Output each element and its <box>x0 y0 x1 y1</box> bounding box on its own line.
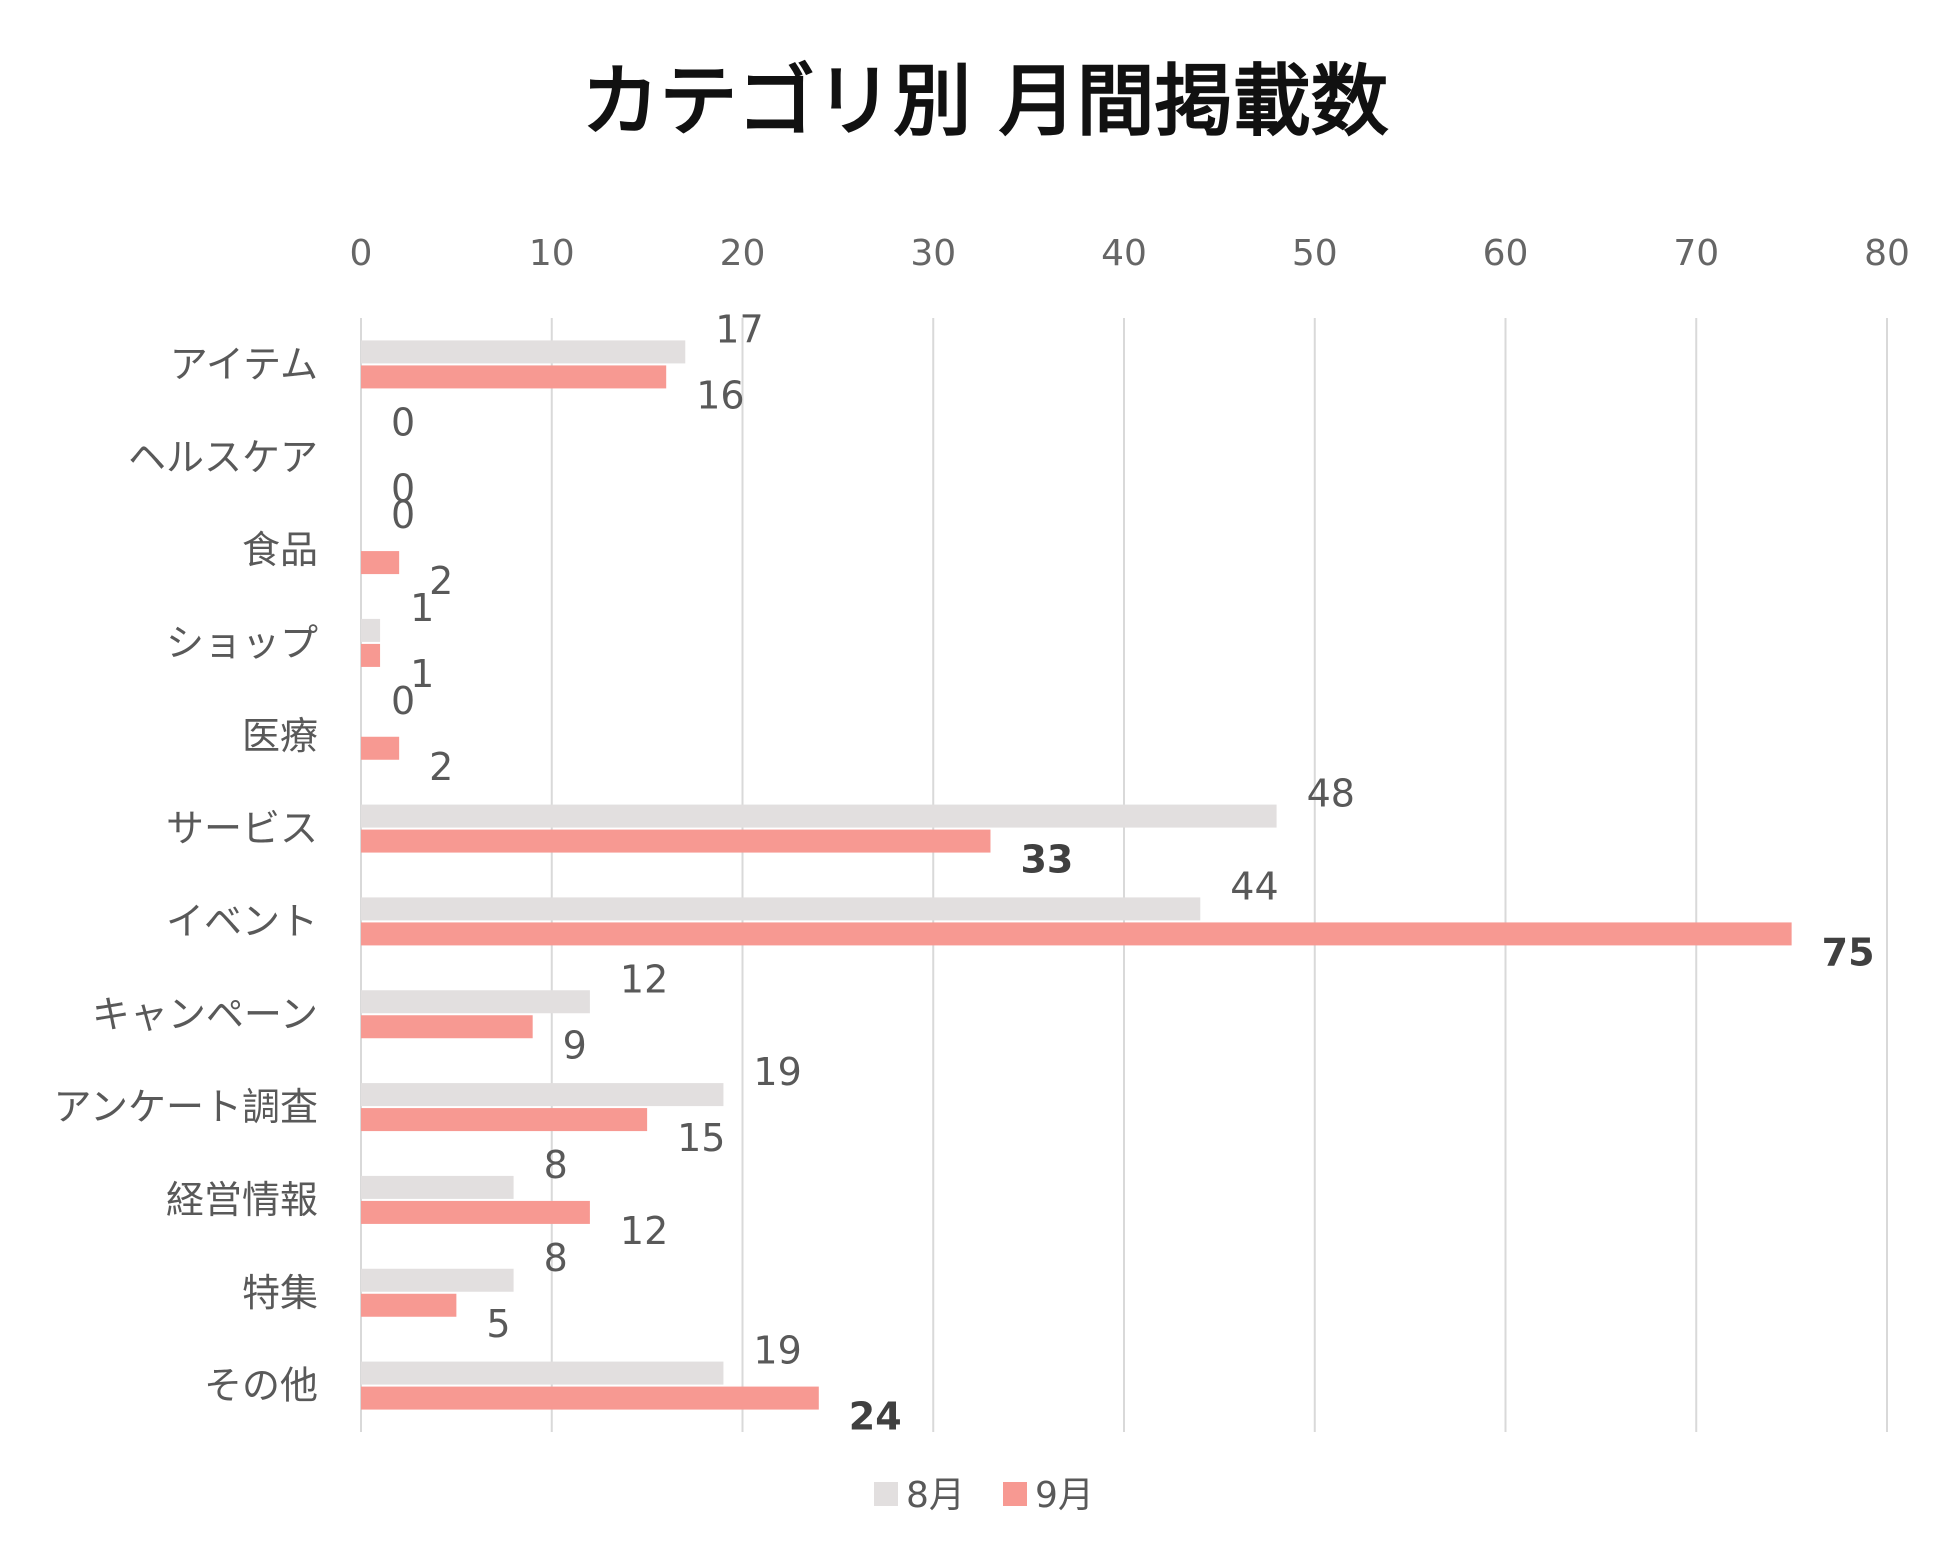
bar-sep <box>361 551 400 575</box>
grid-lines <box>360 318 1888 1432</box>
x-tick-label: 30 <box>910 233 956 274</box>
data-label-sep: 0 <box>391 466 415 510</box>
data-label-aug: 0 <box>391 400 415 444</box>
x-tick-label: 40 <box>1101 233 1147 274</box>
data-label-sep: 16 <box>696 373 744 417</box>
data-label-aug: 44 <box>1230 864 1278 908</box>
x-tick-label: 50 <box>1292 233 1338 274</box>
data-label-sep: 2 <box>429 745 453 789</box>
bar-sep <box>361 365 667 389</box>
bar-aug <box>361 1083 724 1107</box>
category-label: 医療 <box>242 714 318 758</box>
bar-sep <box>361 829 991 853</box>
x-axis-ticks: 0 10 20 30 40 50 60 70 80 <box>350 233 1910 274</box>
bar-aug <box>361 804 1277 828</box>
bar-sep <box>361 1293 457 1317</box>
data-label-sep: 1 <box>410 652 434 696</box>
data-label-aug: 48 <box>1307 772 1355 816</box>
data-label-aug: 8 <box>544 1143 568 1187</box>
data-label-aug: 12 <box>620 957 668 1001</box>
category-label: アイテム <box>170 342 318 386</box>
data-label-sep: 24 <box>849 1395 902 1439</box>
data-label-sep: 15 <box>677 1116 725 1160</box>
data-label-sep: 33 <box>1020 838 1073 882</box>
data-label-sep: 2 <box>429 559 453 603</box>
category-label: ヘルスケア <box>128 435 318 479</box>
x-tick-label: 80 <box>1864 233 1910 274</box>
legend: 8月 9月 <box>874 1475 1094 1516</box>
data-label-aug: 19 <box>753 1329 801 1373</box>
bar-aug <box>361 618 381 642</box>
x-tick-label: 20 <box>720 233 766 274</box>
bar-sep <box>361 1015 533 1039</box>
data-label-aug: 17 <box>715 307 763 351</box>
bar-sep <box>361 1200 590 1224</box>
bar-aug <box>361 340 686 364</box>
category-label: ショップ <box>166 621 318 665</box>
data-label-sep: 5 <box>486 1302 510 1346</box>
data-label-sep: 12 <box>620 1209 668 1253</box>
data-label-aug: 1 <box>410 586 434 630</box>
data-label-aug: 8 <box>544 1236 568 1280</box>
x-tick-label: 60 <box>1483 233 1529 274</box>
bar-sep <box>361 1108 648 1132</box>
category-label: イベント <box>166 899 318 943</box>
category-label: サービス <box>166 807 318 851</box>
category-label: 食品 <box>242 528 318 572</box>
bar-aug <box>361 1268 514 1292</box>
x-tick-label: 0 <box>350 233 373 274</box>
category-label: キャンペーン <box>92 992 318 1036</box>
legend-label-sep: 9月 <box>1035 1475 1094 1516</box>
bars <box>361 340 1792 1410</box>
category-label: その他 <box>204 1364 318 1408</box>
bar-sep <box>361 643 381 667</box>
category-label: 経営情報 <box>166 1178 318 1222</box>
category-labels: アイテムヘルスケア食品ショップ医療サービスイベントキャンペーンアンケート調査経営… <box>54 342 318 1407</box>
legend-swatch-sep <box>1003 1482 1027 1506</box>
chart-title: カテゴリ別 月間掲載数 <box>581 57 1388 147</box>
bar-sep <box>361 922 1792 946</box>
bar-sep <box>361 736 400 760</box>
category-label: アンケート調査 <box>54 1085 318 1129</box>
x-tick-label: 70 <box>1673 233 1719 274</box>
data-label-sep: 9 <box>563 1023 587 1067</box>
bar-aug <box>361 990 590 1014</box>
bar-aug <box>361 1361 724 1385</box>
legend-label-aug: 8月 <box>906 1475 965 1516</box>
data-label-sep: 75 <box>1822 930 1875 974</box>
bar-aug <box>361 1175 514 1199</box>
bar-sep <box>361 1386 819 1410</box>
bar-aug <box>361 897 1201 921</box>
data-label-aug: 0 <box>391 493 415 537</box>
x-tick-label: 10 <box>529 233 575 274</box>
category-label: 特集 <box>242 1271 318 1315</box>
data-label-aug: 0 <box>391 679 415 723</box>
legend-swatch-aug <box>874 1482 898 1506</box>
data-label-aug: 19 <box>753 1050 801 1094</box>
